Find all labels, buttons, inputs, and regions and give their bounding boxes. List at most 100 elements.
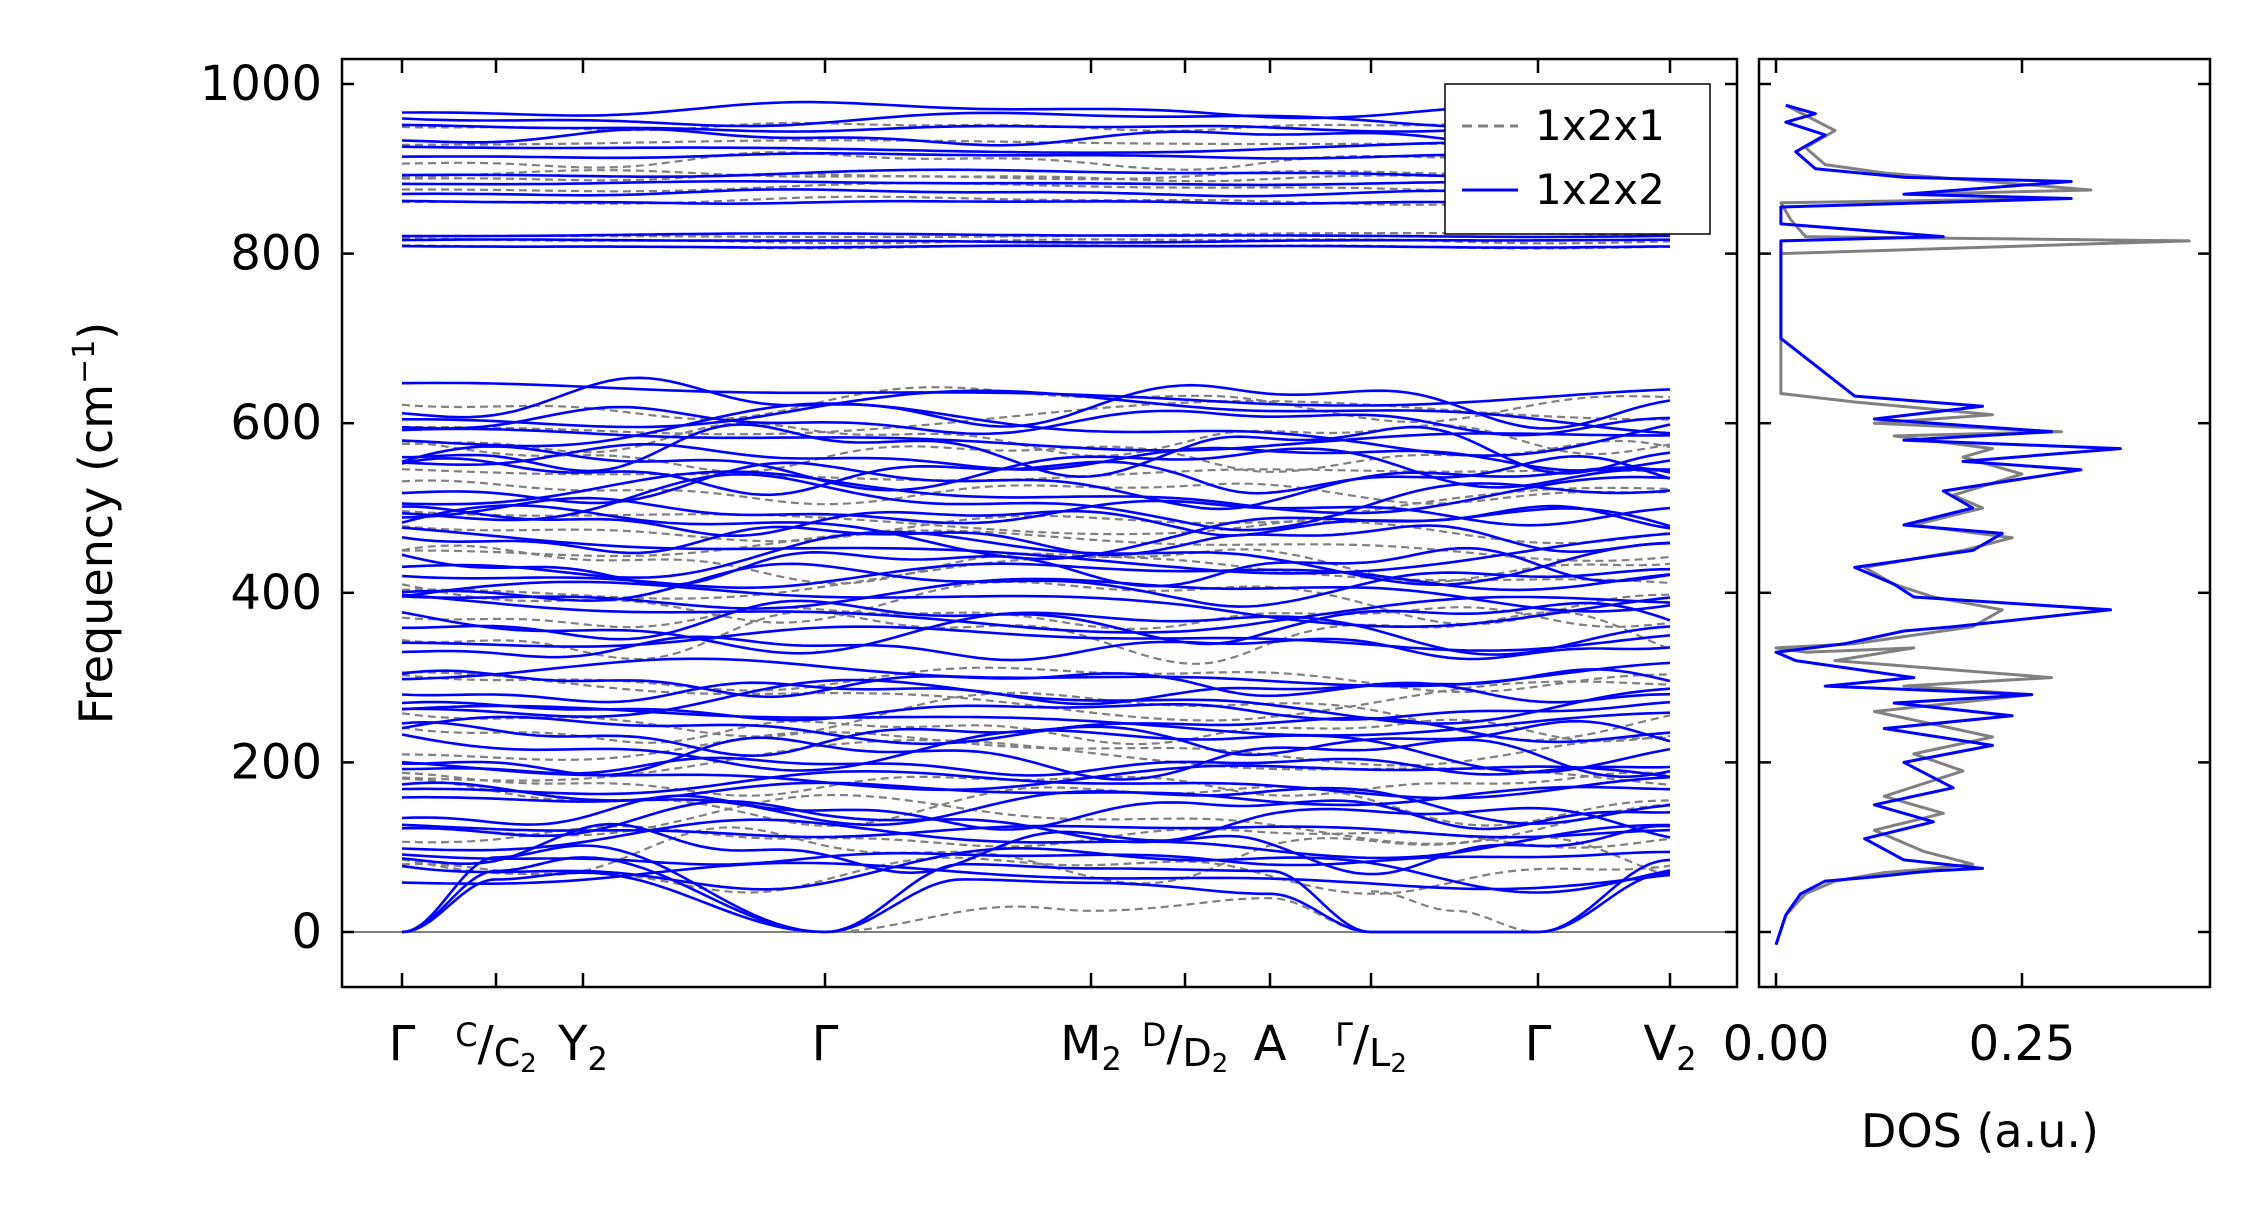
band-1x2x2 (401, 530, 1671, 587)
dos-x-tick-label: 0.00 (1723, 1016, 1830, 1072)
legend-box (1444, 83, 1711, 235)
x-tick-label: Γ/L2 (1335, 1016, 1407, 1079)
x-tick-label: Γ (389, 1016, 416, 1072)
band-1x2x1 (401, 826, 1671, 885)
band-1x2x1 (401, 730, 1671, 767)
band-1x2x1 (402, 555, 1671, 600)
acoustic-branch-1x2x2 (401, 871, 826, 934)
band-1x2x2 (401, 681, 1671, 706)
y-axis-ticks: 0 200 400 600 800 1000 (200, 56, 1737, 960)
band-1x2x2 (401, 244, 1670, 249)
band-1x2x1 (401, 671, 1671, 722)
band-1x2x2 (401, 846, 1671, 894)
band-1x2x2 (401, 427, 1671, 452)
right-axes-frame (1757, 57, 2212, 989)
band-structure-panel: 0 200 400 600 800 1000 Γ C/C2 Y2 Γ M2 D/D2 A Γ/L2 Γ V2… (67, 56, 1739, 1079)
y-tick-label: 800 (230, 226, 322, 282)
x-tick-label: V2 (1643, 1016, 1696, 1078)
dos-curves (1774, 103, 2191, 946)
band-1x2x1 (401, 666, 1671, 694)
band-1x2x2 (401, 781, 1671, 807)
y-tick-label: 400 (230, 565, 322, 621)
band-1x2x2 (401, 794, 1671, 831)
left-axes-frame (340, 57, 1739, 989)
dos-x-ticks: 0.00 0.25 (1723, 59, 2076, 1072)
band-1x2x1 (401, 610, 1671, 665)
band-1x2x1 (401, 793, 1671, 845)
band-1x2x1 (401, 606, 1671, 631)
band-1x2x1 (401, 468, 1671, 482)
band-1x2x1 (401, 386, 1671, 424)
dos-curve-1x2x2 (1774, 103, 2122, 946)
acoustic-branch-1x2x2 (401, 856, 826, 934)
dos-x-axis-label: DOS (a.u.) (1861, 1104, 2099, 1158)
legend: 1x2x1 1x2x2 (1444, 83, 1711, 235)
x-axis-high-symmetry-ticks: Γ C/C2 Y2 Γ M2 D/D2 A Γ/L2 Γ V2 (389, 59, 1697, 1079)
acoustic-branch-1x2x1 (824, 896, 1372, 934)
band-1x2x1 (401, 580, 1671, 626)
x-tick-label: Γ (1525, 1016, 1552, 1072)
band-1x2x2 (401, 781, 1671, 827)
band-1x2x1 (401, 771, 1671, 797)
band-1x2x1 (401, 479, 1671, 506)
dos-panel: 0.00 0.25 DOS (a.u.) (1723, 57, 2212, 1158)
y-tick-label: 0 (291, 904, 322, 960)
acoustic-branch-1x2x2 (401, 844, 826, 934)
band-1x2x2 (401, 799, 1671, 844)
band-1x2x2 (401, 580, 1671, 628)
band-1x2x2 (401, 562, 1671, 608)
band-1x2x2 (401, 381, 1671, 407)
acoustic-branch-1x2x2 (824, 862, 1372, 934)
y-tick-label: 200 (230, 734, 322, 790)
band-1x2x1 (401, 237, 1671, 245)
band-1x2x2 (402, 599, 1671, 646)
band-lines (401, 100, 1671, 934)
band-1x2x2 (401, 423, 1671, 479)
band-1x2x2 (401, 678, 1671, 725)
band-1x2x2 (401, 625, 1671, 652)
x-tick-label: Y2 (557, 1016, 608, 1078)
band-1x2x2 (401, 736, 1671, 781)
band-1x2x1 (401, 529, 1671, 562)
band-1x2x2 (401, 454, 1671, 497)
band-1x2x2 (401, 818, 1670, 860)
band-1x2x2 (401, 562, 1671, 592)
legend-label-1x2x2: 1x2x2 (1535, 165, 1665, 214)
dos-curve-1x2x1 (1774, 103, 2191, 946)
dos-y-ticks (1759, 82, 2210, 934)
band-1x2x2 (401, 657, 1671, 688)
band-1x2x2 (402, 504, 1671, 537)
legend-label-1x2x1: 1x2x1 (1535, 101, 1665, 150)
band-1x2x1 (401, 514, 1671, 545)
acoustic-branch-1x2x1 (1370, 890, 1539, 934)
band-1x2x2 (401, 470, 1671, 515)
acoustic-branch-1x2x2 (1371, 858, 1671, 934)
band-1x2x2 (401, 376, 1671, 430)
band-1x2x2 (401, 445, 1671, 492)
band-1x2x2 (402, 232, 1671, 239)
acoustic-branch-1x2x2 (824, 878, 1372, 934)
band-1x2x2 (401, 524, 1671, 557)
band-1x2x2 (401, 611, 1671, 656)
band-1x2x2 (401, 700, 1671, 722)
band-1x2x1 (401, 486, 1671, 536)
dos-x-tick-label: 0.25 (1969, 1016, 2076, 1072)
y-tick-label: 600 (230, 395, 322, 451)
x-tick-label: M2 (1060, 1016, 1122, 1078)
y-tick-label: 1000 (200, 56, 322, 112)
x-tick-label: D/D2 (1142, 1016, 1229, 1079)
band-1x2x1 (401, 777, 1671, 827)
band-1x2x1 (401, 718, 1671, 746)
band-1x2x2 (401, 715, 1671, 746)
band-1x2x2 (401, 238, 1671, 244)
band-1x2x2 (401, 850, 1671, 867)
band-1x2x2 (401, 756, 1671, 777)
x-tick-label: Γ (812, 1016, 839, 1072)
band-1x2x2 (401, 405, 1671, 437)
band-1x2x2 (401, 635, 1671, 662)
x-tick-label: A (1254, 1016, 1287, 1072)
y-axis-label: Frequency (cm−1) (67, 322, 123, 725)
band-1x2x2 (401, 769, 1671, 800)
band-1x2x2 (401, 526, 1671, 575)
